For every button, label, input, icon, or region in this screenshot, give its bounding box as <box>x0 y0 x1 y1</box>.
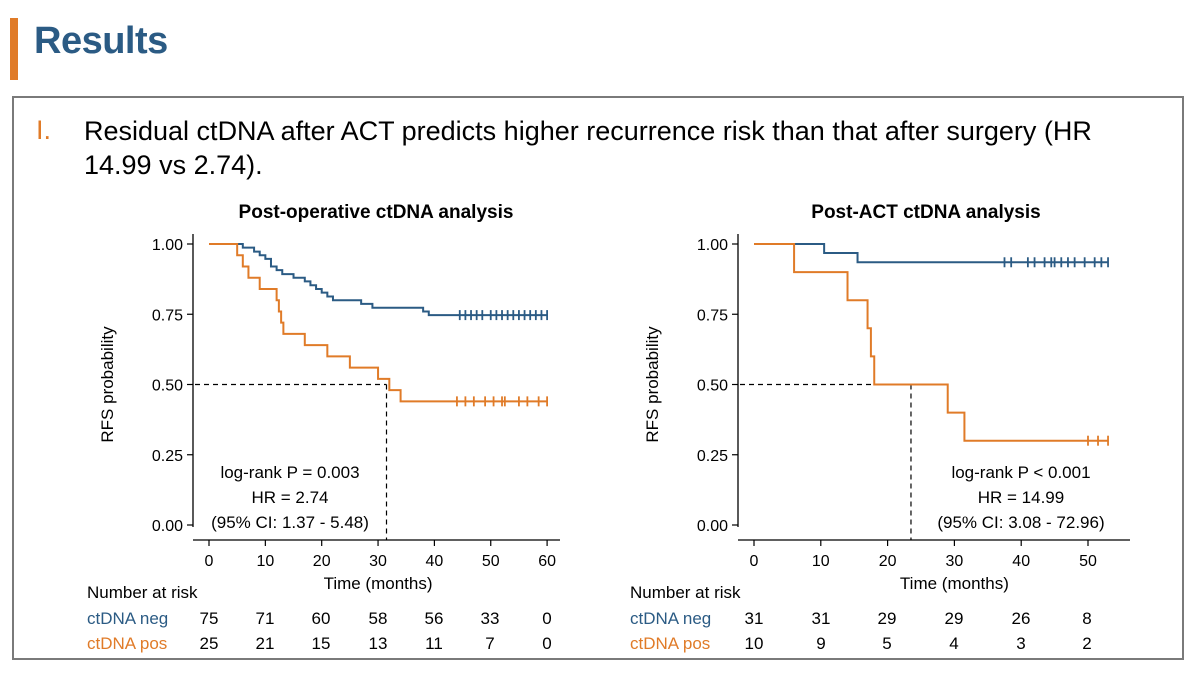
risk-count: 56 <box>425 609 444 628</box>
risk-count: 7 <box>485 634 494 653</box>
y-tick-label: 0.75 <box>152 307 183 324</box>
content-frame <box>12 96 1184 660</box>
bullet-text: Residual ctDNA after ACT predicts higher… <box>84 116 1092 180</box>
x-tick-label: 40 <box>1012 553 1030 570</box>
risk-count: 3 <box>1016 634 1025 653</box>
risk-row-label: ctDNA pos <box>87 634 167 653</box>
km-curve-ctdna-neg <box>209 243 548 317</box>
risk-count: 0 <box>542 634 551 653</box>
risk-count: 31 <box>812 609 831 628</box>
risk-count: 21 <box>256 634 275 653</box>
x-tick-label: 0 <box>750 553 759 570</box>
chart-title: Post-operative ctDNA analysis <box>239 202 514 223</box>
y-tick-label: 0.00 <box>152 518 183 535</box>
km-curve-ctdna-pos <box>209 243 548 403</box>
risk-table-header: Number at risk <box>87 583 198 602</box>
risk-count: 60 <box>312 609 331 628</box>
page-title: Results <box>34 20 168 62</box>
risk-count: 10 <box>745 634 764 653</box>
risk-count: 13 <box>369 634 388 653</box>
stat-annotation: log-rank P = 0.003 <box>220 463 359 482</box>
risk-count: 15 <box>312 634 331 653</box>
y-tick-label: 1.00 <box>697 237 728 254</box>
risk-count: 25 <box>200 634 219 653</box>
risk-table-header: Number at risk <box>630 583 741 602</box>
risk-count: 2 <box>1082 634 1091 653</box>
risk-count: 0 <box>542 609 551 628</box>
x-tick-label: 20 <box>879 553 897 570</box>
risk-count: 4 <box>949 634 958 653</box>
risk-count: 8 <box>1082 609 1091 628</box>
x-tick-label: 0 <box>205 553 214 570</box>
risk-row-label: ctDNA pos <box>630 634 710 653</box>
risk-count: 31 <box>745 609 764 628</box>
x-axis-label: Time (months) <box>324 574 433 593</box>
y-tick-label: 1.00 <box>152 237 183 254</box>
risk-count: 26 <box>1012 609 1031 628</box>
bullet-number: I. <box>36 115 52 145</box>
risk-count: 9 <box>816 634 825 653</box>
y-tick-label: 0.00 <box>697 518 728 535</box>
x-tick-label: 60 <box>538 553 556 570</box>
x-tick-label: 50 <box>1079 553 1097 570</box>
risk-row-label: ctDNA neg <box>630 609 711 628</box>
x-tick-label: 10 <box>256 553 274 570</box>
km-curve-ctdna-pos <box>754 243 1109 442</box>
x-tick-label: 10 <box>812 553 830 570</box>
y-tick-label: 0.25 <box>697 448 728 465</box>
x-axis-label: Time (months) <box>900 574 1009 593</box>
stat-annotation: HR = 14.99 <box>978 488 1064 507</box>
y-axis-label: RFS probability <box>98 326 117 443</box>
risk-count: 29 <box>878 609 897 628</box>
risk-count: 71 <box>256 609 275 628</box>
x-tick-label: 20 <box>313 553 331 570</box>
stat-annotation: (95% CI: 1.37 - 5.48) <box>211 513 369 532</box>
risk-count: 11 <box>425 634 443 653</box>
stat-annotation: log-rank P < 0.001 <box>951 463 1090 482</box>
risk-count: 33 <box>481 609 500 628</box>
y-tick-label: 0.25 <box>152 448 183 465</box>
y-tick-label: 0.50 <box>152 378 183 395</box>
y-axis-label: RFS probability <box>643 326 662 443</box>
chart-title: Post-ACT ctDNA analysis <box>811 202 1040 223</box>
risk-row-label: ctDNA neg <box>87 609 168 628</box>
risk-count: 5 <box>882 634 891 653</box>
x-tick-label: 40 <box>426 553 444 570</box>
x-tick-label: 50 <box>482 553 500 570</box>
stat-annotation: HR = 2.74 <box>251 488 328 507</box>
y-tick-label: 0.50 <box>697 378 728 395</box>
km-curve-ctdna-neg <box>754 243 1109 264</box>
risk-count: 75 <box>200 609 219 628</box>
x-tick-label: 30 <box>946 553 964 570</box>
title-accent-bar <box>10 18 18 80</box>
risk-count: 29 <box>945 609 964 628</box>
y-tick-label: 0.75 <box>697 307 728 324</box>
risk-count: 58 <box>369 609 388 628</box>
stat-annotation: (95% CI: 3.08 - 72.96) <box>937 513 1104 532</box>
x-tick-label: 30 <box>369 553 387 570</box>
